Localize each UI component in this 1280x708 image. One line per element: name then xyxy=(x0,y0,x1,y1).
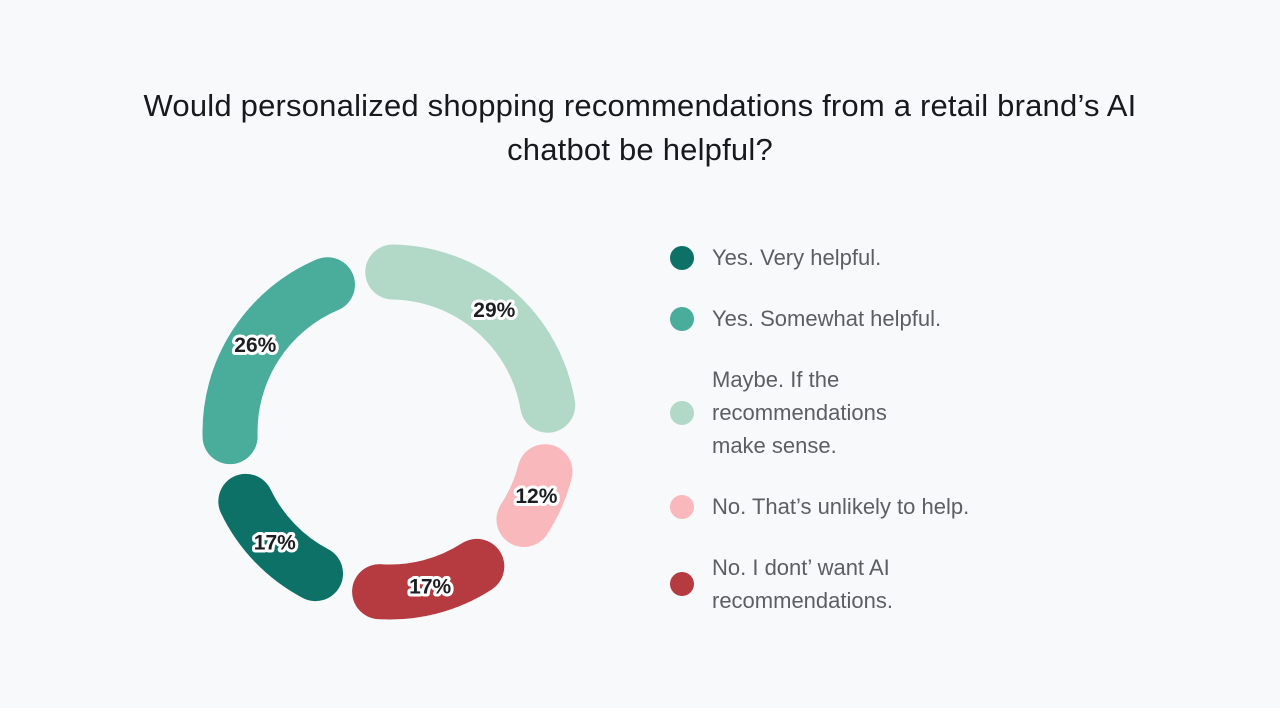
donut-value-label: 26% xyxy=(234,334,276,357)
legend-label: Yes. Very helpful. xyxy=(712,245,882,270)
donut-value-label: 17% xyxy=(409,575,451,598)
donut-segment-3 xyxy=(496,444,573,547)
chart-legend: Yes. Very helpful. Yes. Somewhat helpful.… xyxy=(670,241,969,617)
legend-item-4: No. I dont’ want AI recommendations. xyxy=(670,551,969,617)
donut-value-label: 17% xyxy=(254,532,296,555)
legend-swatch-icon xyxy=(670,245,694,270)
legend-label: No. I dont’ want AI recommendations. xyxy=(712,555,893,613)
legend-swatch-icon xyxy=(670,494,694,519)
legend-item-2: Maybe. If the recommendations make sense… xyxy=(670,363,969,462)
legend-label: Maybe. If the recommendations make sense… xyxy=(712,367,887,458)
legend-item-0: Yes. Very helpful. xyxy=(670,241,969,274)
donut-value-label: 29% xyxy=(473,299,515,322)
donut-segment-0 xyxy=(218,473,344,602)
chart-title: Would personalized shopping recommendati… xyxy=(143,88,1137,167)
legend-item-1: Yes. Somewhat helpful. xyxy=(670,302,969,335)
legend-swatch-icon xyxy=(670,306,694,331)
legend-item-3: No. That’s unlikely to help. xyxy=(670,490,969,523)
donut-segment-2 xyxy=(365,244,576,433)
legend-swatch-icon xyxy=(670,572,694,596)
donut-chart: 29% 12% 17% 17% 26% xyxy=(202,244,576,620)
donut-segment-1 xyxy=(202,257,355,465)
donut-segment-4 xyxy=(352,538,505,620)
donut-value-label: 12% xyxy=(515,485,557,508)
legend-label: Yes. Somewhat helpful. xyxy=(712,306,942,331)
legend-swatch-icon xyxy=(670,400,694,425)
legend-label: No. That’s unlikely to help. xyxy=(712,494,970,519)
